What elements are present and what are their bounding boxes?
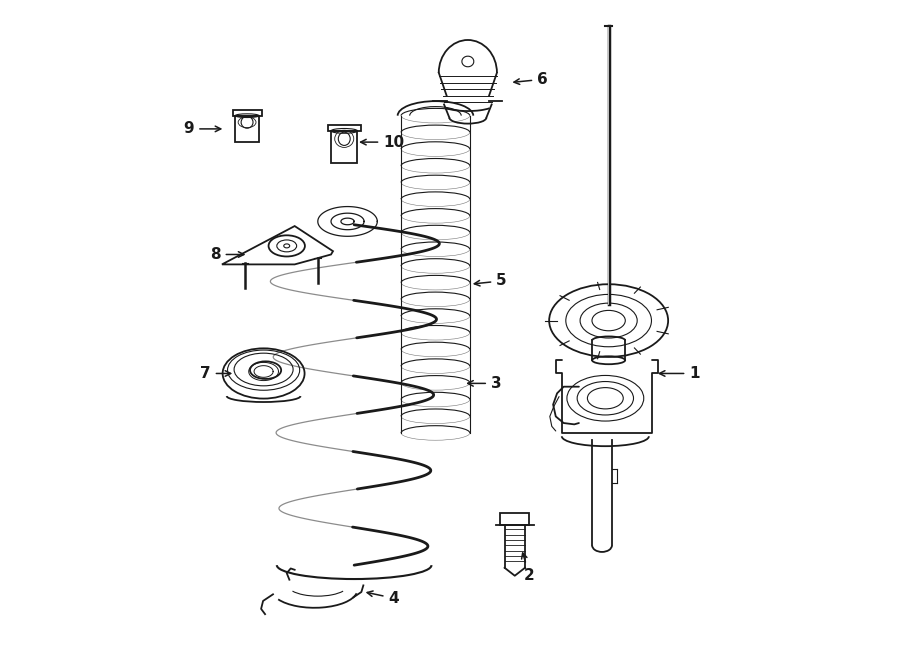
Bar: [328, 125, 361, 131]
Text: 1: 1: [660, 366, 700, 381]
Text: 3: 3: [468, 376, 501, 391]
Text: 8: 8: [210, 247, 244, 262]
Text: 6: 6: [514, 72, 548, 87]
Text: 4: 4: [367, 591, 399, 605]
Bar: [232, 110, 262, 116]
Bar: [235, 116, 259, 142]
Bar: [331, 131, 357, 163]
Text: 10: 10: [361, 135, 404, 149]
Text: 5: 5: [474, 274, 507, 288]
Text: 7: 7: [200, 366, 230, 381]
Text: 9: 9: [184, 122, 220, 136]
Text: 2: 2: [522, 553, 535, 582]
